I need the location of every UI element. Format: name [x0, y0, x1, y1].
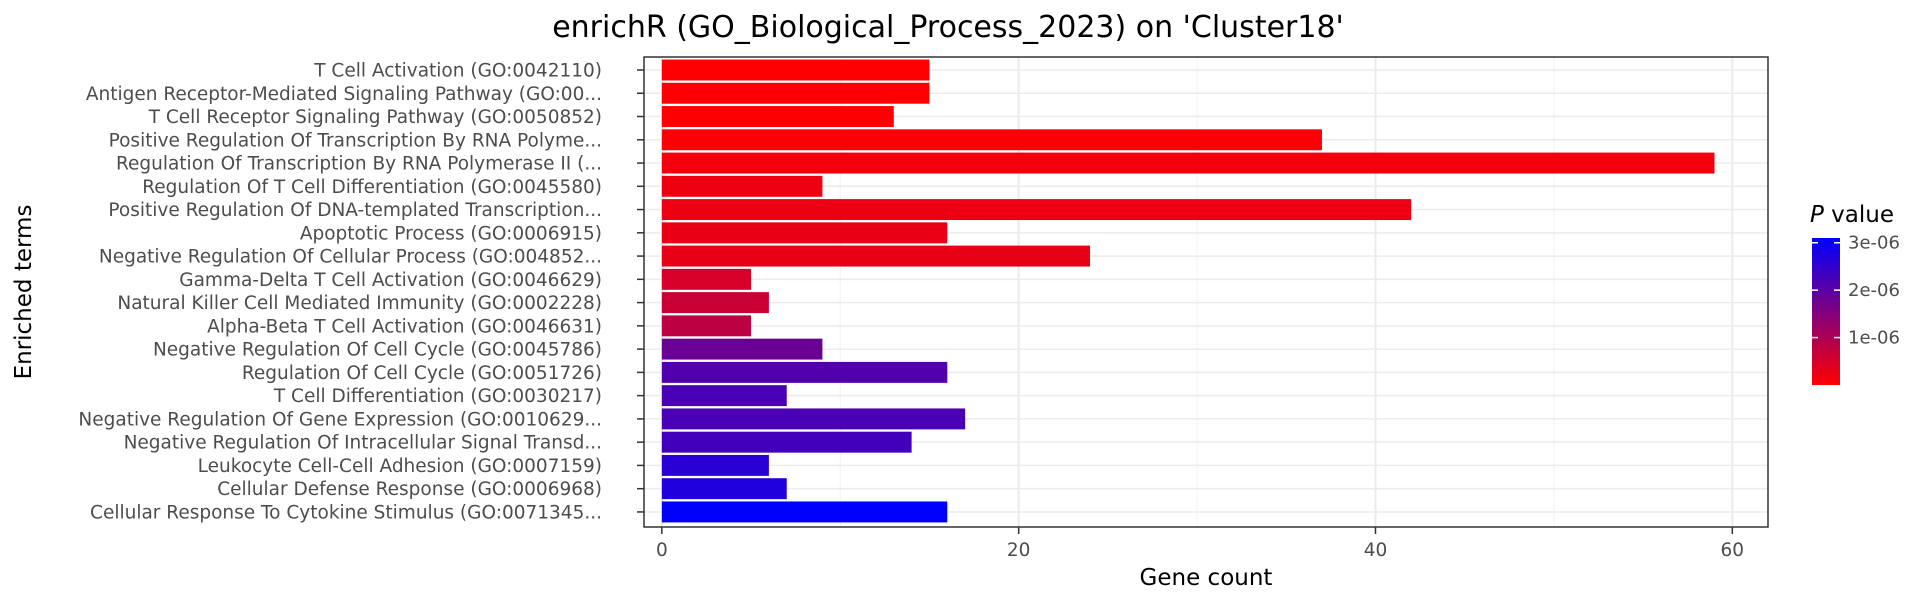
bar	[661, 152, 1715, 174]
bar	[661, 408, 966, 430]
bar	[661, 175, 823, 197]
category-label: Cellular Defense Response (GO:0006968)	[217, 479, 602, 500]
legend-tick-label: 2e-06	[1848, 280, 1900, 301]
category-label: T Cell Receptor Signaling Pathway (GO:00…	[148, 107, 602, 128]
category-label: Regulation Of Transcription By RNA Polym…	[116, 154, 602, 175]
bar	[661, 454, 769, 476]
category-labels: T Cell Activation (GO:0042110)Antigen Re…	[78, 61, 644, 523]
x-axis-ticks: 0 20 40 60	[656, 527, 1744, 561]
category-label: Negative Regulation Of Gene Expression (…	[78, 409, 602, 430]
bar	[661, 245, 1091, 267]
plot-area	[643, 56, 1769, 528]
x-tick-label: 0	[656, 540, 668, 561]
category-label: Gamma-Delta T Cell Activation (GO:004662…	[179, 270, 602, 291]
legend-colorbar	[1812, 238, 1840, 385]
category-label: Alpha-Beta T Cell Activation (GO:0046631…	[207, 316, 602, 337]
bar	[661, 59, 930, 81]
bar	[661, 315, 752, 337]
category-label: Regulation Of T Cell Differentiation (GO…	[142, 177, 602, 198]
x-axis-title: Gene count	[1140, 565, 1273, 591]
legend-title-italic: P	[1810, 202, 1824, 228]
legend-title: P value	[1810, 202, 1894, 228]
category-label: Negative Regulation Of Cellular Process …	[99, 247, 602, 268]
category-label: Natural Killer Cell Mediated Immunity (G…	[117, 293, 602, 314]
bar	[661, 268, 752, 290]
category-label: T Cell Activation (GO:0042110)	[313, 61, 602, 82]
chart-title: enrichR (GO_Biological_Process_2023) on …	[552, 10, 1344, 45]
legend-ticks: 3e-06 2e-06 1e-06	[1812, 233, 1900, 349]
category-label: Antigen Receptor-Mediated Signaling Path…	[86, 84, 602, 105]
category-label: Apoptotic Process (GO:0006915)	[300, 223, 602, 244]
bar	[661, 292, 769, 314]
legend-tick-label: 3e-06	[1848, 233, 1900, 254]
bar	[661, 478, 787, 500]
x-tick-label: 40	[1364, 540, 1388, 561]
bar	[661, 501, 948, 523]
plot-background	[644, 57, 1768, 527]
x-tick-label: 20	[1007, 540, 1031, 561]
category-label: Cellular Response To Cytokine Stimulus (…	[90, 502, 602, 523]
legend-tick-label: 1e-06	[1848, 328, 1900, 349]
bar	[661, 338, 823, 360]
legend-title-rest: value	[1824, 202, 1894, 228]
legend: P value 3e-06 2e-06 1e-06	[1810, 202, 1900, 385]
bar	[661, 361, 948, 383]
category-label: Negative Regulation Of Intracellular Sig…	[124, 433, 602, 454]
bar	[661, 385, 787, 407]
plot-border	[643, 56, 1769, 528]
y-axis-title: Enriched terms	[11, 205, 37, 380]
category-label: T Cell Differentiation (GO:0030217)	[273, 386, 602, 407]
category-label: Regulation Of Cell Cycle (GO:0051726)	[242, 363, 602, 384]
bar	[661, 82, 930, 104]
category-label: Positive Regulation Of Transcription By …	[109, 130, 602, 151]
bar	[661, 106, 894, 127]
bar	[661, 129, 1322, 151]
category-label: Negative Regulation Of Cell Cycle (GO:00…	[153, 340, 602, 361]
category-label: Leukocyte Cell-Cell Adhesion (GO:0007159…	[198, 456, 602, 477]
bars	[661, 59, 1715, 523]
category-label: Positive Regulation Of DNA-templated Tra…	[108, 200, 602, 221]
x-tick-label: 60	[1721, 540, 1745, 561]
bar	[661, 199, 1412, 221]
bar	[661, 222, 948, 244]
bar	[661, 431, 912, 453]
